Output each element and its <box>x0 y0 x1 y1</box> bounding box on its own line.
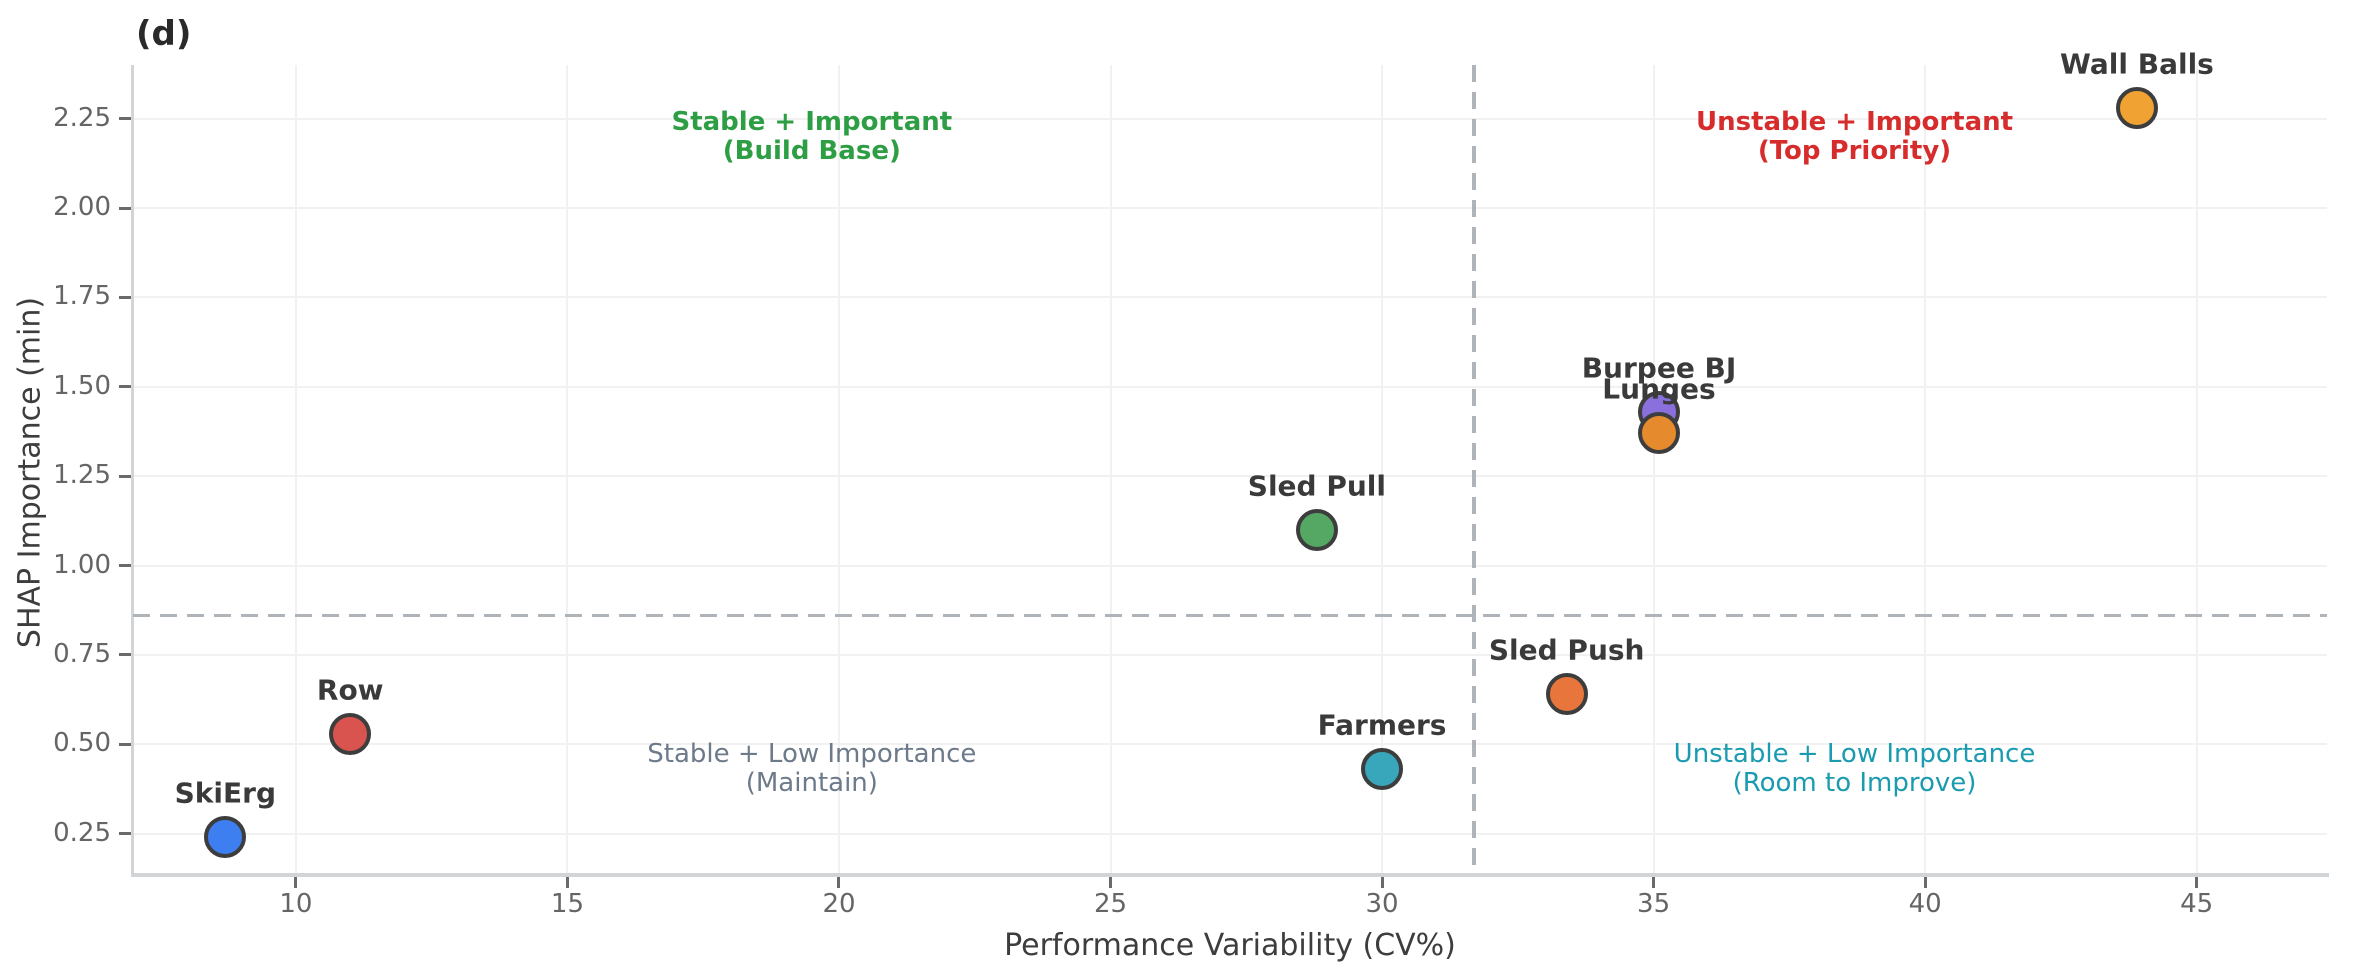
quadrant-label-line: (Build Base) <box>722 135 901 166</box>
panel-label: (d) <box>136 14 192 54</box>
quadrant-label-line: (Maintain) <box>745 768 878 799</box>
x-gridline <box>294 65 297 873</box>
y-gridline <box>133 743 2327 746</box>
x-gridline <box>1109 65 1112 873</box>
quadrant-label-line: Stable + Low Importance <box>647 739 977 770</box>
y-gridline <box>133 475 2327 478</box>
x-gridline <box>1924 65 1927 873</box>
point-label-sled-push: Sled Push <box>1488 633 1645 667</box>
quadrant-label-line: Stable + Important <box>671 106 953 137</box>
y-tick-mark <box>119 206 131 210</box>
y-gridline <box>133 564 2327 567</box>
x-tick-label: 15 <box>550 889 584 919</box>
y-gridline <box>133 653 2327 656</box>
quadrant-label-line: (Room to Improve) <box>1732 768 1977 799</box>
y-tick-mark <box>119 295 131 299</box>
x-gridline <box>837 65 840 873</box>
x-axis-spine <box>131 873 2329 877</box>
quadrant-label-unstable-important: Unstable + Important (Top Priority) <box>1695 106 2014 166</box>
y-tick-label: 1.00 <box>53 549 111 580</box>
x-tick-mark <box>837 877 841 888</box>
data-point-sled-pull <box>1295 508 1338 551</box>
y-tick-label: 2.25 <box>53 102 111 133</box>
y-gridline <box>133 117 2327 120</box>
y-tick-label: 0.75 <box>53 638 111 669</box>
y-tick-mark <box>119 117 131 121</box>
x-tick-mark <box>1923 877 1927 888</box>
x-gridline <box>2195 65 2198 873</box>
point-label-row: Row <box>316 673 384 707</box>
x-tick-label: 40 <box>1908 889 1942 919</box>
x-tick-mark <box>294 877 298 888</box>
point-label-lunges: Lunges <box>1602 372 1716 406</box>
y-gridline <box>133 385 2327 388</box>
quadrant-label-line: Unstable + Low Importance <box>1673 739 2036 770</box>
data-point-sled-push <box>1545 673 1588 716</box>
x-tick-label: 10 <box>279 889 313 919</box>
y-tick-mark <box>119 653 131 657</box>
y-axis-spine <box>131 65 134 877</box>
y-tick-mark <box>119 564 131 568</box>
y-tick-mark <box>119 742 131 746</box>
data-point-skierg <box>204 816 247 859</box>
point-label-sled-pull: Sled Pull <box>1247 469 1386 503</box>
x-tick-label: 35 <box>1637 889 1671 919</box>
y-tick-label: 1.25 <box>53 460 111 491</box>
x-tick-mark <box>1380 877 1384 888</box>
data-point-farmers <box>1361 748 1404 791</box>
point-label-wall-balls: Wall Balls <box>2060 47 2214 81</box>
y-tick-mark <box>119 832 131 836</box>
data-point-wall-balls <box>2115 86 2158 129</box>
x-tick-mark <box>1109 877 1113 888</box>
y-tick-label: 0.25 <box>53 817 111 848</box>
point-label-burpee-bj: Burpee BJ <box>1581 351 1737 385</box>
y-gridline <box>133 207 2327 209</box>
x-gridline <box>566 65 569 873</box>
y-tick-label: 2.00 <box>53 192 111 222</box>
x-tick-mark <box>1652 877 1656 888</box>
quadrant-label-line: (Top Priority) <box>1757 135 1952 166</box>
x-tick-label: 45 <box>2180 889 2214 919</box>
y-tick-mark <box>119 385 131 389</box>
quadrant-label-unstable-low: Unstable + Low Importance (Room to Improv… <box>1674 740 2036 798</box>
vertical-threshold-line <box>1472 65 1476 873</box>
point-label-farmers: Farmers <box>1317 708 1447 742</box>
y-tick-mark <box>119 474 131 478</box>
x-tick-label: 30 <box>1365 889 1399 919</box>
x-tick-label: 20 <box>822 889 856 919</box>
data-point-lunges <box>1638 412 1681 455</box>
y-tick-label: 1.50 <box>53 370 111 401</box>
x-axis-label: Performance Variability (CV%) <box>1004 928 1456 963</box>
data-point-row <box>329 712 372 755</box>
x-gridline <box>1381 65 1384 873</box>
x-gridline <box>1652 65 1655 873</box>
x-tick-mark <box>2195 877 2199 888</box>
quadrant-label-stable-important: Stable + Important (Build Base) <box>671 106 953 166</box>
quadrant-label-stable-low: Stable + Low Importance (Maintain) <box>647 740 976 798</box>
y-gridline <box>133 296 2327 299</box>
y-tick-label: 1.75 <box>53 281 111 312</box>
horizontal-threshold-line <box>133 613 2327 618</box>
y-gridline <box>133 832 2327 835</box>
x-tick-mark <box>565 877 569 888</box>
x-tick-label: 25 <box>1093 889 1128 919</box>
point-label-skierg: SkiErg <box>174 776 276 810</box>
quadrant-label-line: Unstable + Important <box>1695 106 2014 137</box>
y-tick-label: 0.50 <box>53 728 111 759</box>
